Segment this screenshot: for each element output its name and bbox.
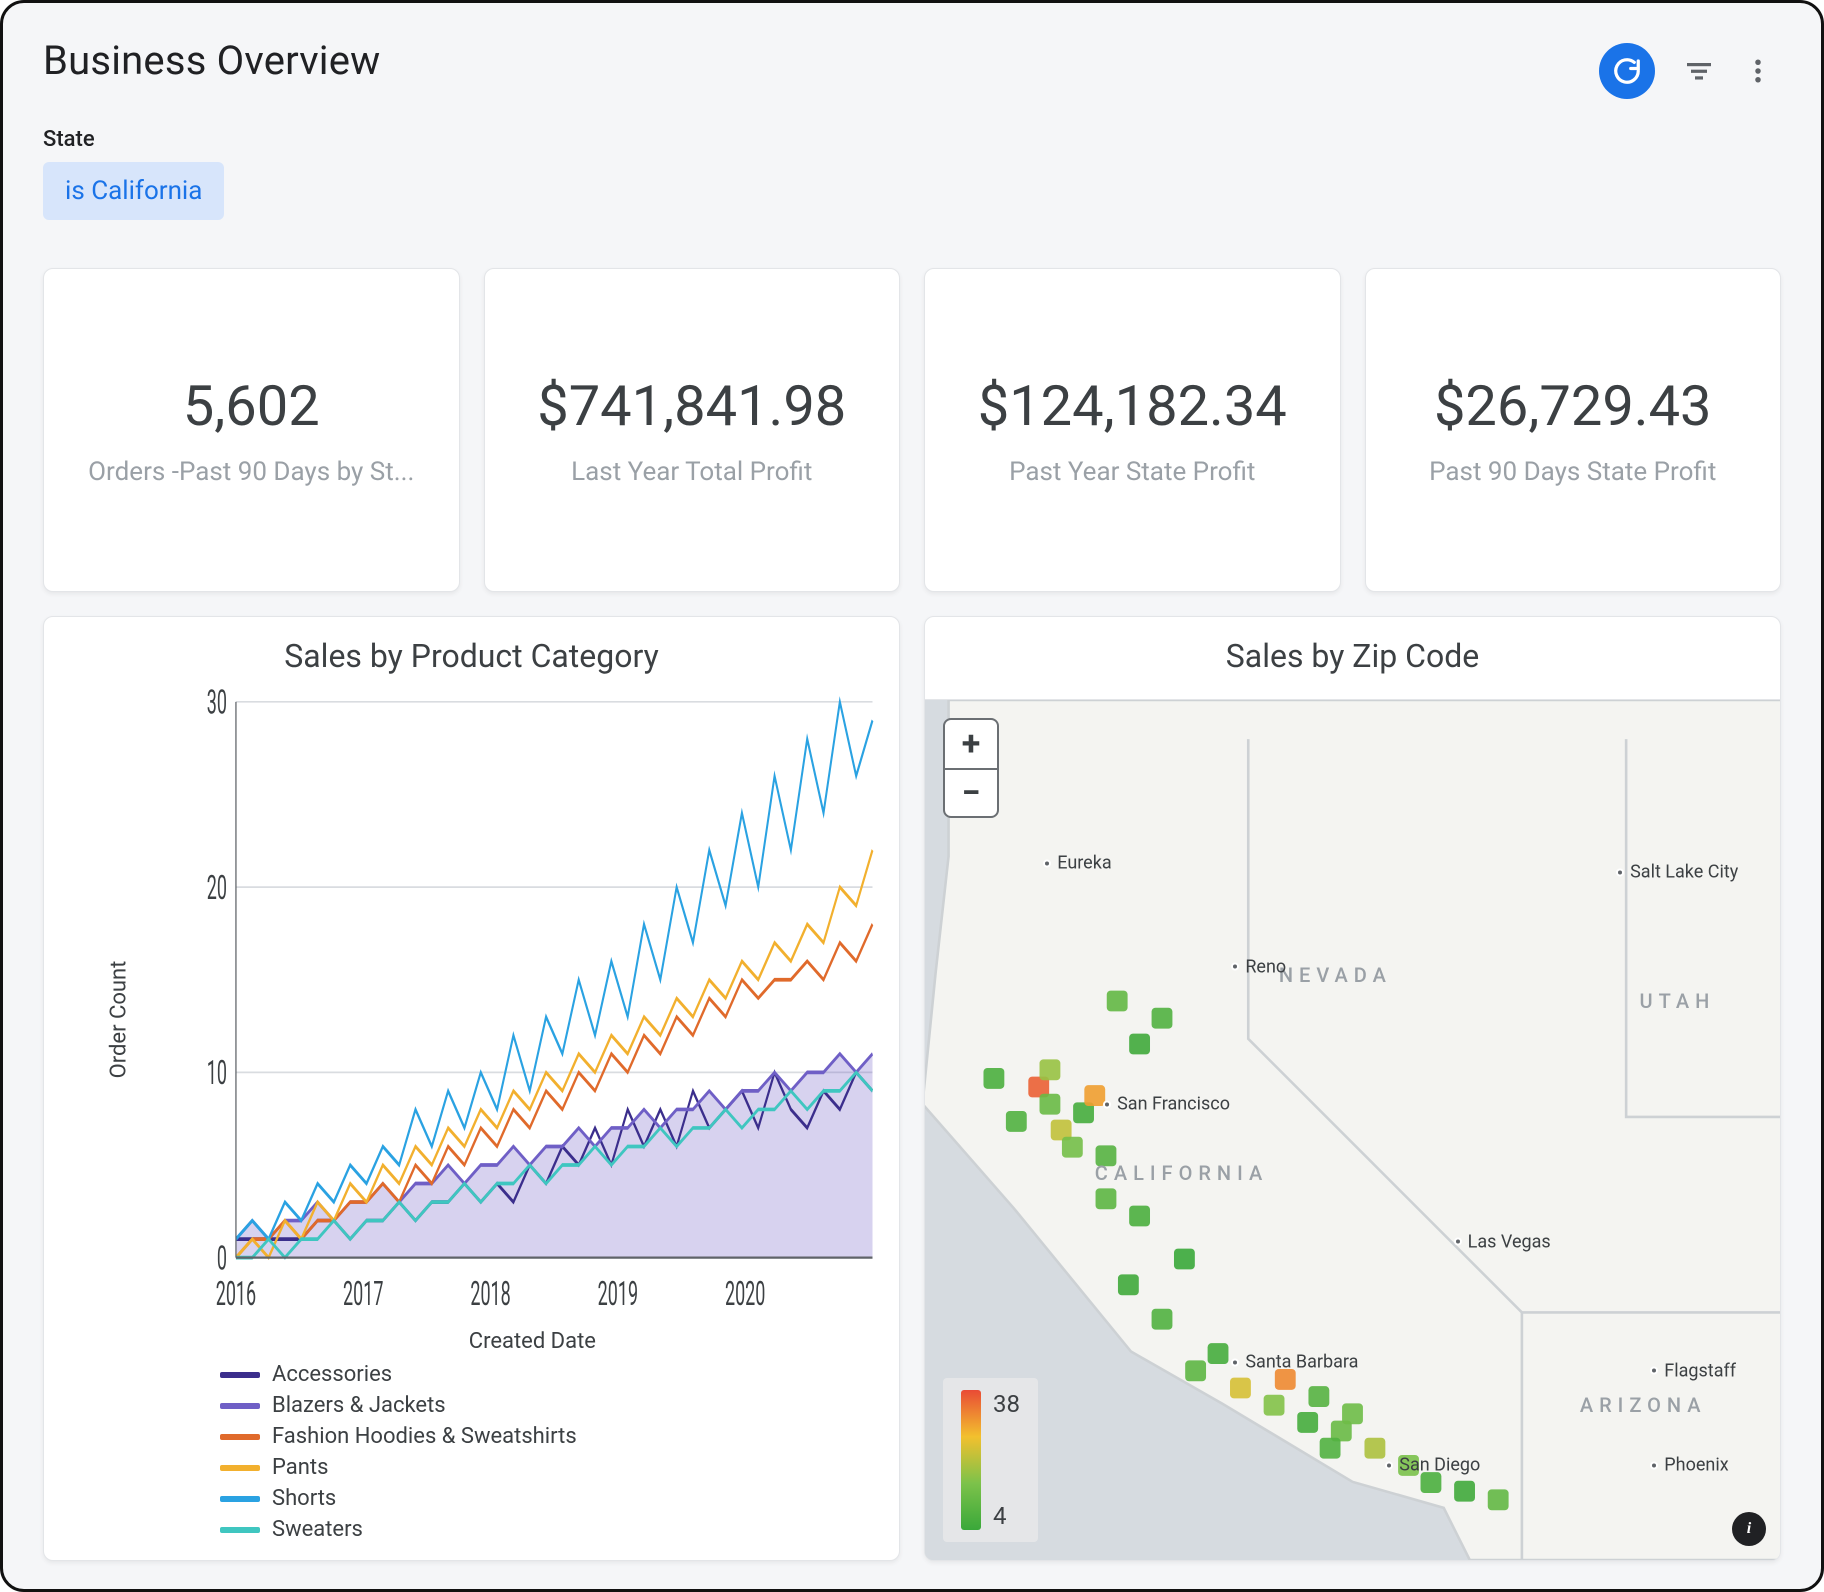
panel-sales-by-zip: Sales by Zip Code + − 38 4 i NEVADA UTAH C…: [924, 616, 1781, 1561]
legend-swatch: [220, 1496, 260, 1502]
map-legend: 38 4: [943, 1378, 1038, 1542]
legend-item[interactable]: Blazers & Jackets: [220, 1393, 883, 1418]
map-city-label: Reno: [1231, 956, 1286, 977]
map-city-label: Phoenix: [1650, 1455, 1728, 1476]
map-svg: [925, 700, 1780, 1560]
filter-list-button[interactable]: [1683, 55, 1715, 87]
map-zoom-control: + −: [943, 718, 999, 818]
kpi-value: $26,729.43: [1434, 373, 1712, 439]
kpi-label: Past Year State Profit: [1009, 457, 1255, 487]
city-dot-icon: [1385, 1461, 1393, 1469]
legend-swatch: [220, 1434, 260, 1440]
sales-chart-svg[interactable]: 0 10 20 30 2016 2017 2018 2019 2020: [182, 685, 883, 1325]
legend-label: Shorts: [272, 1486, 336, 1511]
kpi-value: 5,602: [183, 373, 320, 439]
map-legend-max: 38: [993, 1390, 1020, 1418]
legend-label: Sweaters: [272, 1517, 363, 1542]
city-dot-icon: [1616, 868, 1624, 876]
map-legend-min: 4: [993, 1502, 1020, 1530]
page-title: Business Overview: [43, 37, 380, 84]
kpi-value: $124,182.34: [978, 373, 1287, 439]
dashboard-frame: Business Overview State is California: [0, 0, 1824, 1592]
kpi-card-past-year-state-profit[interactable]: $124,182.34 Past Year State Profit: [924, 268, 1341, 592]
city-dot-icon: [1231, 1358, 1239, 1366]
legend-swatch: [220, 1465, 260, 1471]
city-dot-icon: [1103, 1100, 1111, 1108]
city-dot-icon: [1043, 859, 1051, 867]
city-dot-icon: [1650, 1461, 1658, 1469]
legend-label: Fashion Hoodies & Sweatshirts: [272, 1424, 577, 1449]
map-body[interactable]: + − 38 4 i NEVADA UTAH CALIFORNIA ARIZONA Eu…: [925, 700, 1780, 1560]
map-city-label: San Diego: [1385, 1455, 1480, 1476]
legend-label: Blazers & Jackets: [272, 1393, 446, 1418]
x-axis-label: Created Date: [182, 1329, 883, 1354]
zoom-in-button[interactable]: +: [945, 720, 997, 768]
filter-list-icon: [1683, 55, 1715, 87]
chart-legend: Accessories Blazers & Jackets Fashion Hood…: [220, 1362, 883, 1542]
map-city-label: San Francisco: [1103, 1094, 1230, 1115]
map-city-label: Flagstaff: [1650, 1360, 1736, 1381]
map-state-label: NEVADA: [1279, 963, 1392, 987]
legend-item[interactable]: Accessories: [220, 1362, 883, 1387]
more-button[interactable]: [1743, 56, 1773, 86]
map-title: Sales by Zip Code: [925, 637, 1780, 675]
svg-text:2017: 2017: [343, 1274, 383, 1314]
y-axis-label: Order Count: [106, 961, 131, 1079]
legend-swatch: [220, 1372, 260, 1378]
svg-text:2020: 2020: [725, 1274, 765, 1314]
map-info-button[interactable]: i: [1732, 1512, 1766, 1546]
svg-text:2016: 2016: [215, 1274, 255, 1314]
svg-text:10: 10: [206, 1053, 226, 1093]
zoom-out-button[interactable]: −: [945, 768, 997, 816]
svg-text:20: 20: [206, 868, 226, 908]
filter-section: State is California: [43, 127, 1781, 220]
kpi-card-orders[interactable]: 5,602 Orders -Past 90 Days by St...: [43, 268, 460, 592]
kpi-row: 5,602 Orders -Past 90 Days by St... $741…: [43, 268, 1781, 592]
legend-swatch: [220, 1527, 260, 1533]
header-actions: [1599, 37, 1781, 99]
map-state-label: CALIFORNIA: [1095, 1161, 1268, 1185]
legend-item[interactable]: Pants: [220, 1455, 883, 1480]
map-city-label: Salt Lake City: [1616, 862, 1738, 883]
refresh-icon: [1612, 56, 1642, 86]
map-legend-gradient: [961, 1390, 981, 1530]
map-city-label: Las Vegas: [1454, 1231, 1551, 1252]
header: Business Overview: [43, 37, 1781, 99]
kpi-label: Past 90 Days State Profit: [1429, 457, 1716, 487]
panel-sales-by-category: Sales by Product Category Order Count 0 1…: [43, 616, 900, 1561]
map-state-label: ARIZONA: [1580, 1393, 1707, 1417]
city-dot-icon: [1454, 1238, 1462, 1246]
svg-text:2018: 2018: [470, 1274, 510, 1314]
legend-label: Pants: [272, 1455, 328, 1480]
svg-text:30: 30: [206, 685, 226, 722]
panel-row: Sales by Product Category Order Count 0 1…: [43, 616, 1781, 1561]
filter-field-label: State: [43, 127, 1781, 152]
more-vert-icon: [1743, 56, 1773, 86]
map-city-label: Santa Barbara: [1231, 1352, 1358, 1373]
kpi-label: Orders -Past 90 Days by St...: [88, 457, 414, 487]
kpi-value: $741,841.98: [537, 373, 846, 439]
legend-item[interactable]: Fashion Hoodies & Sweatshirts: [220, 1424, 883, 1449]
refresh-button[interactable]: [1599, 43, 1655, 99]
legend-label: Accessories: [272, 1362, 392, 1387]
svg-text:0: 0: [217, 1238, 227, 1278]
city-dot-icon: [1231, 963, 1239, 971]
filter-chip-state[interactable]: is California: [43, 162, 224, 220]
kpi-card-90d-state-profit[interactable]: $26,729.43 Past 90 Days State Profit: [1365, 268, 1782, 592]
map-city-label: Eureka: [1043, 853, 1111, 874]
legend-swatch: [220, 1403, 260, 1409]
legend-item[interactable]: Shorts: [220, 1486, 883, 1511]
map-state-label: UTAH: [1639, 989, 1715, 1013]
legend-item[interactable]: Sweaters: [220, 1517, 883, 1542]
kpi-label: Last Year Total Profit: [571, 457, 812, 487]
chart-title: Sales by Product Category: [60, 637, 883, 675]
city-dot-icon: [1650, 1367, 1658, 1375]
svg-text:2019: 2019: [597, 1274, 637, 1314]
chart-body: Order Count 010203020162017201820192020 …: [60, 685, 883, 1354]
kpi-card-last-year-profit[interactable]: $741,841.98 Last Year Total Profit: [484, 268, 901, 592]
